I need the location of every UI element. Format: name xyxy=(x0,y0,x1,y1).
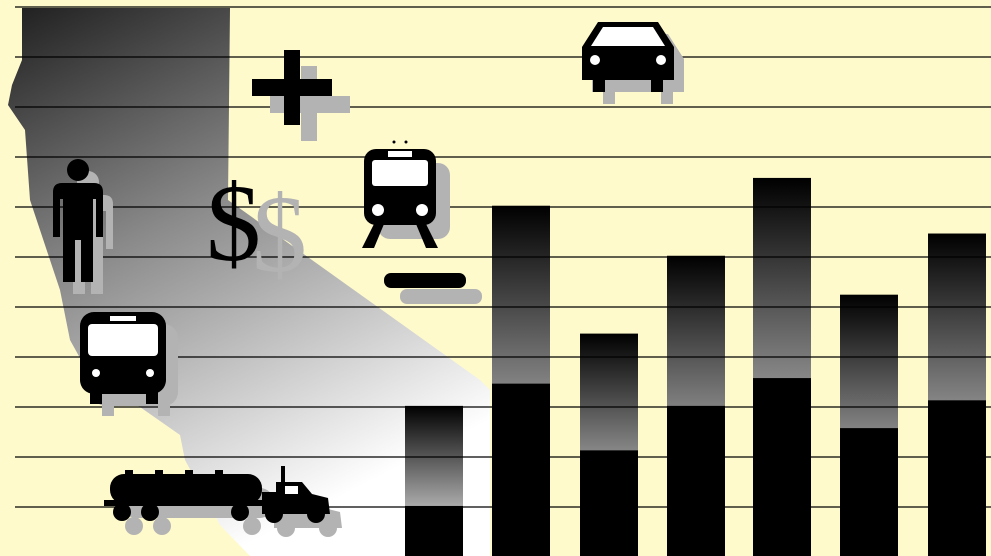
bus-icon xyxy=(80,312,178,416)
car-icon xyxy=(582,22,684,104)
plus-icon xyxy=(252,50,350,141)
tanker-truck-icon xyxy=(104,466,342,537)
train-icon xyxy=(362,140,450,248)
bar-solid-segment xyxy=(405,505,463,556)
bar-solid-segment xyxy=(928,400,986,556)
minus-icon xyxy=(384,273,482,304)
person-icon xyxy=(53,159,113,294)
dollar-sign-icon: $ $ xyxy=(206,162,307,295)
bar-solid-segment xyxy=(580,450,638,556)
bar-solid-segment xyxy=(840,428,898,556)
bar-solid-segment xyxy=(753,378,811,556)
bar-chart xyxy=(405,177,986,556)
bar-solid-segment xyxy=(667,405,725,556)
svg-text:$: $ xyxy=(206,162,261,284)
svg-text:$: $ xyxy=(252,173,307,295)
california-silhouette xyxy=(8,8,490,556)
bar-solid-segment xyxy=(492,383,550,556)
